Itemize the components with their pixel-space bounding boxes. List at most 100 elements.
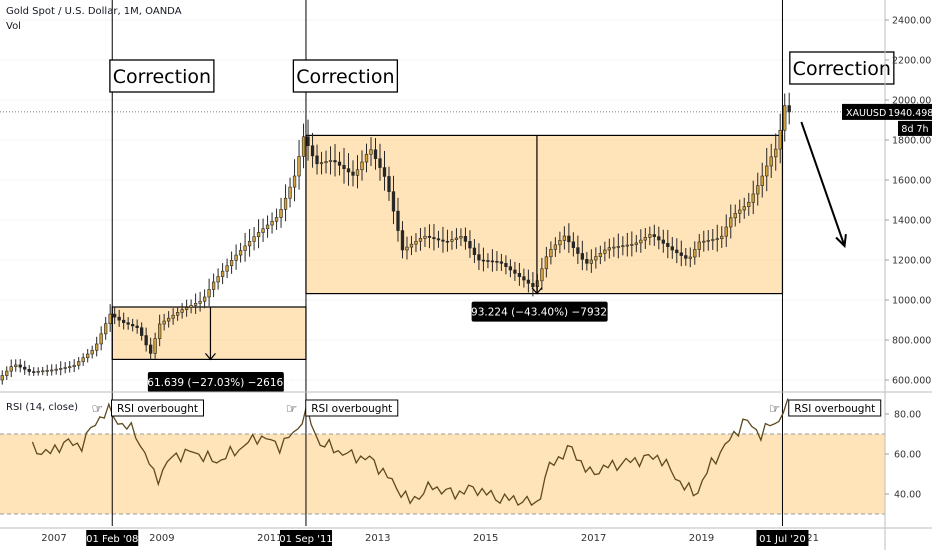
candle-body	[265, 224, 270, 230]
correction-label-text: Correction	[296, 66, 394, 88]
candle-body	[238, 250, 243, 256]
candle-body	[288, 186, 292, 199]
candle-body	[387, 176, 391, 192]
countdown-text: 8d 7h	[901, 124, 928, 135]
price-tick-label: 2400.000	[892, 16, 932, 27]
candle-body	[688, 256, 692, 259]
candle-body	[441, 239, 445, 242]
rsi-flag-text: RSI overbought	[794, 403, 875, 415]
price-tick-label: 800.000	[892, 336, 931, 347]
candle-body	[148, 344, 153, 354]
candle-body	[90, 349, 94, 355]
correction-label-2: Correction	[292, 59, 399, 93]
candle-body	[9, 366, 13, 372]
candle-body	[751, 193, 755, 203]
candle-body	[621, 245, 625, 248]
candle-body	[382, 167, 387, 177]
rsi-tick-label: 40.00	[894, 490, 921, 501]
time-marker-label: 01 Feb '08	[86, 534, 138, 545]
measure-arrowhead-1	[204, 353, 216, 361]
candle-body	[59, 368, 63, 370]
time-marker-label: 01 Jul '20	[759, 534, 806, 545]
time-tick-label: 021	[800, 533, 819, 544]
time-tick-label: 2015	[473, 533, 498, 544]
candle-body	[360, 161, 364, 171]
candle-body	[639, 239, 643, 244]
candle-body	[328, 160, 333, 162]
time-tick-label: 2017	[581, 533, 606, 544]
last-price-tag: XAUUSD 1940.498 8d 7h	[842, 103, 932, 136]
measure-label-bg	[147, 372, 284, 392]
candle-body	[472, 247, 477, 255]
candle-body	[162, 320, 166, 325]
candle-body	[400, 230, 405, 251]
candle-body	[436, 238, 441, 241]
candle-body	[396, 210, 400, 231]
pointing-hand-icon: ☞	[769, 402, 781, 417]
candle-body	[724, 226, 728, 237]
candle-body	[126, 322, 130, 325]
candle-body	[783, 105, 787, 131]
candle-body	[625, 244, 629, 247]
candle-body	[180, 309, 184, 313]
candle-body	[113, 313, 117, 318]
symbol-tag: XAUUSD	[846, 108, 886, 119]
candle-body	[283, 197, 288, 210]
candle-body	[499, 261, 504, 264]
measure-label-2: −793.224 (−43.40%) −79322.4	[456, 301, 624, 322]
time-tick-label: 2013	[365, 533, 390, 544]
time-tick-label: 2007	[41, 533, 66, 544]
candle-body	[526, 279, 531, 284]
rsi-flag-box	[110, 399, 204, 417]
candle-body	[14, 364, 18, 367]
candle-body	[643, 237, 647, 241]
candle-body	[567, 235, 571, 243]
candle-body	[117, 316, 121, 321]
candle-body	[225, 265, 229, 272]
candle-body	[315, 155, 319, 165]
rsi-band	[0, 434, 885, 514]
correction-label-text: Correction	[113, 66, 211, 88]
correction-box-2	[305, 134, 784, 295]
candle-body	[122, 319, 126, 323]
rsi-flag-text: RSI overbought	[117, 403, 198, 415]
volume-label: Vol	[6, 21, 21, 32]
candle-body	[86, 353, 90, 359]
rsi-tick-label: 80.00	[894, 410, 921, 421]
candle-body	[522, 276, 526, 281]
candle-body	[414, 240, 418, 245]
candle-body	[711, 239, 715, 241]
time-tick-label: 2019	[689, 533, 714, 544]
candle-body	[765, 165, 769, 177]
forecast-arrowhead	[835, 233, 847, 249]
price-tick-label: 2200.000	[892, 56, 932, 67]
time-tick-label: 2011	[257, 533, 282, 544]
candle-body	[661, 239, 665, 244]
candle-body	[477, 254, 481, 261]
candle-body	[333, 160, 337, 163]
candle-body	[292, 175, 297, 188]
candle-body	[454, 237, 459, 240]
candle-body	[459, 236, 463, 239]
candle-body	[355, 169, 360, 176]
candle-body	[774, 148, 778, 158]
price-axis: 2400.000 2200.000 2000.000 1800.000 1600.000…	[885, 16, 932, 387]
candle-body	[337, 161, 342, 166]
correction-label-box	[789, 51, 895, 85]
candle-body	[450, 239, 454, 242]
candle-body	[373, 149, 378, 159]
time-marker-bg	[756, 530, 809, 546]
candle-body	[306, 136, 310, 147]
candle-body	[666, 243, 670, 247]
candle-body	[234, 254, 238, 261]
candle-body	[274, 217, 279, 222]
candle-body	[517, 273, 522, 277]
candle-body	[697, 241, 701, 250]
candle-body	[18, 364, 22, 368]
candle-body	[104, 323, 108, 335]
candle-body	[198, 300, 202, 304]
candle-body	[576, 247, 580, 254]
rsi-flag-box	[305, 399, 399, 417]
